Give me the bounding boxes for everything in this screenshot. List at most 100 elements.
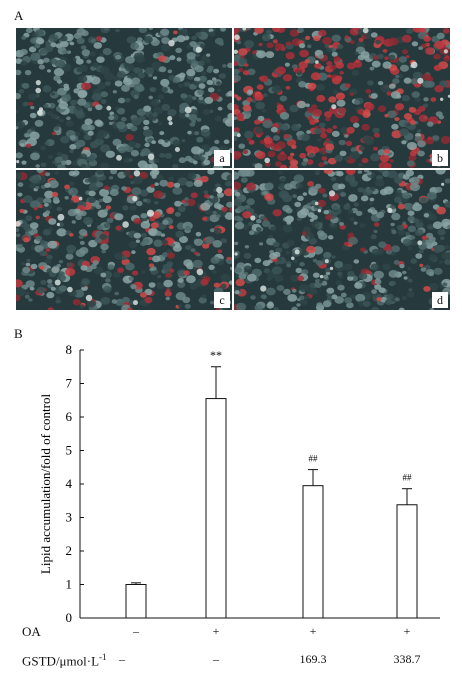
- cell: [104, 208, 109, 212]
- cell: [109, 188, 119, 197]
- cell: [409, 150, 417, 157]
- cell: [227, 113, 232, 120]
- cell: [290, 274, 300, 282]
- cell: [323, 300, 331, 308]
- cell: [284, 183, 293, 191]
- cell: [143, 119, 150, 125]
- cell: [25, 262, 31, 267]
- cell: [263, 93, 268, 97]
- cell: [105, 205, 112, 210]
- cell: [164, 139, 169, 143]
- cell: [256, 227, 262, 232]
- cell: [28, 46, 37, 53]
- cell: [388, 37, 399, 46]
- cell: [141, 270, 146, 274]
- cell: [391, 229, 397, 235]
- cell: [415, 253, 423, 259]
- cell: [52, 196, 59, 202]
- cell: [414, 136, 422, 142]
- cell: [202, 242, 210, 249]
- cell: [326, 128, 333, 134]
- cell: [64, 184, 71, 190]
- cell: [56, 206, 63, 212]
- cell: [437, 228, 446, 236]
- cell: [300, 133, 310, 142]
- cell: [50, 286, 56, 291]
- cell: [264, 182, 274, 190]
- cell: [407, 210, 415, 216]
- cell: [105, 150, 116, 158]
- cell: [337, 271, 343, 276]
- cell: [192, 259, 203, 268]
- cell: [190, 192, 198, 199]
- cell: [206, 79, 214, 85]
- cell: [331, 130, 340, 137]
- cell: [42, 85, 52, 93]
- cell: [275, 66, 286, 75]
- cell: [166, 207, 175, 215]
- cell: [413, 218, 420, 224]
- cell: [149, 216, 156, 222]
- cell: [307, 82, 317, 90]
- cell: [254, 127, 264, 134]
- cell: [299, 49, 309, 58]
- cell: [138, 28, 148, 34]
- cell: [148, 228, 157, 236]
- bright-cell: [168, 121, 173, 126]
- bright-cell: [291, 256, 295, 261]
- cell: [303, 226, 311, 233]
- cell: [268, 234, 274, 239]
- cell: [50, 113, 58, 119]
- cell: [130, 284, 137, 290]
- cell: [112, 90, 117, 94]
- cell: [358, 145, 366, 151]
- cell: [151, 140, 157, 145]
- cell: [97, 129, 108, 138]
- cell: [136, 200, 143, 207]
- cell: [227, 102, 232, 111]
- cell: [86, 300, 96, 308]
- cell: [316, 302, 323, 308]
- cell: [51, 266, 60, 274]
- cell: [80, 265, 88, 271]
- cell: [100, 91, 109, 98]
- cell: [248, 230, 255, 235]
- cell: [445, 55, 450, 59]
- cell: [325, 143, 335, 151]
- cell: [255, 101, 265, 110]
- cell: [189, 83, 197, 90]
- cell: [172, 164, 179, 168]
- cell: [234, 191, 241, 197]
- cell: [17, 243, 24, 249]
- cell: [179, 235, 188, 244]
- cell: [256, 50, 266, 59]
- cell: [435, 170, 446, 175]
- cell: [133, 176, 144, 185]
- cell: [81, 30, 89, 37]
- cell: [383, 162, 392, 168]
- cell: [89, 51, 96, 57]
- cell: [257, 115, 265, 122]
- cell: [30, 152, 40, 161]
- cell: [305, 103, 310, 108]
- cell: [421, 235, 428, 240]
- cell: [378, 287, 386, 293]
- cell: [428, 254, 438, 262]
- cell: [33, 207, 38, 211]
- cell: [254, 119, 261, 125]
- gstd-value: 169.3: [299, 652, 327, 666]
- cell: [353, 202, 359, 207]
- cell: [428, 283, 439, 291]
- cell: [170, 243, 176, 248]
- cell: [16, 152, 23, 159]
- cell: [187, 172, 197, 180]
- cell: [113, 271, 121, 278]
- cell: [176, 35, 186, 43]
- cell: [29, 286, 35, 291]
- cell: [168, 176, 174, 181]
- cell: [47, 111, 53, 116]
- cell: [75, 214, 82, 220]
- cell: [25, 280, 35, 288]
- cell: [318, 187, 326, 194]
- cell: [158, 66, 167, 73]
